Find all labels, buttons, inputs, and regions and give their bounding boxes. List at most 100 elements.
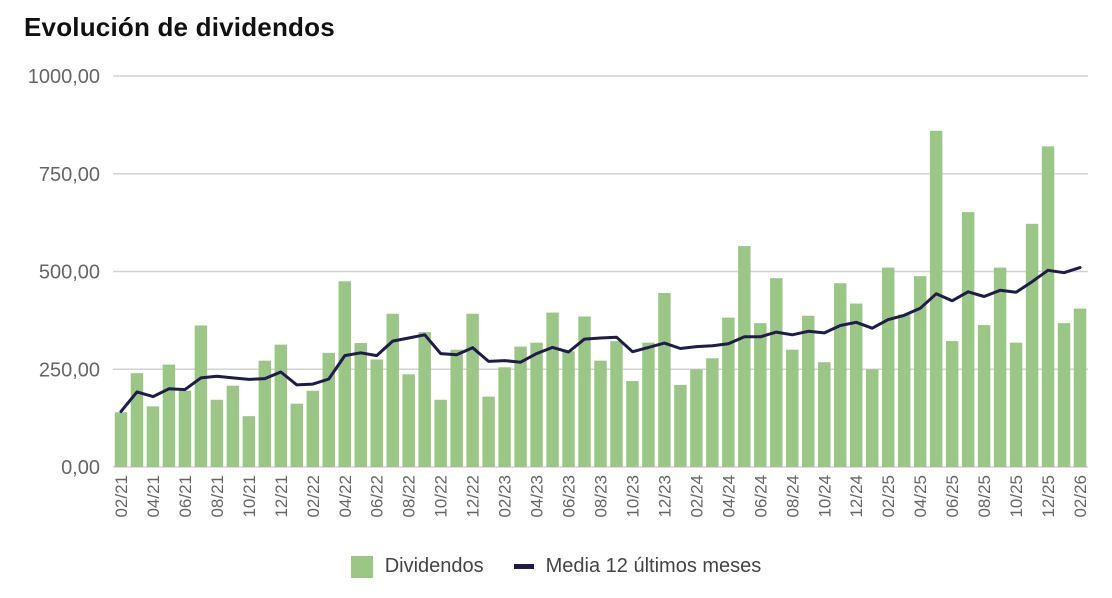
bar-dividendos — [690, 369, 703, 467]
x-tick-label: 08/24 — [783, 475, 802, 518]
x-tick-label: 12/22 — [464, 475, 483, 518]
x-tick-label: 04/22 — [336, 475, 355, 518]
legend-item-dividendos: Dividendos — [350, 555, 484, 578]
x-tick-label: 02/22 — [304, 475, 323, 518]
y-tick-label: 1000,00 — [28, 66, 100, 88]
x-tick-label: 02/23 — [496, 475, 515, 518]
bar-dividendos — [130, 373, 144, 467]
bar-dividendos — [354, 343, 367, 467]
bar-dividendos — [722, 317, 735, 467]
bar-dividendos — [626, 380, 639, 467]
x-tick-label: 08/22 — [400, 475, 419, 518]
bar-dividendos — [514, 346, 527, 467]
x-tick-label: 10/22 — [432, 475, 451, 518]
x-tick-label: 08/25 — [975, 475, 994, 518]
bar-dividendos — [178, 390, 192, 467]
x-tick-label: 10/25 — [1007, 475, 1026, 518]
bar-dividendos — [674, 384, 687, 467]
bar-dividendos — [961, 212, 975, 467]
x-tick-label: 04/25 — [911, 475, 930, 518]
bar-dividendos — [402, 374, 415, 467]
bar-dividendos — [754, 323, 767, 467]
x-tick-label: 06/21 — [176, 475, 195, 518]
x-tick-label: 12/21 — [272, 475, 291, 518]
x-tick-label: 02/25 — [879, 475, 898, 518]
bar-dividendos — [1057, 323, 1071, 467]
bar-dividendos — [546, 312, 559, 467]
bar-dividendos — [786, 349, 799, 467]
bar-dividendos — [338, 281, 351, 467]
bar-dividendos — [418, 332, 431, 467]
bar-dividendos — [114, 412, 128, 467]
bar-dividendos — [929, 130, 943, 468]
bar-dividendos — [642, 342, 655, 467]
bar-dividendos — [1041, 146, 1055, 467]
bar-dividendos — [706, 358, 719, 467]
legend-item-media: Media 12 últimos meses — [513, 555, 762, 578]
bar-dividendos — [530, 342, 543, 467]
bar-dividendos — [1009, 342, 1023, 467]
x-tick-label: 06/23 — [560, 475, 579, 518]
bar-dividendos — [881, 267, 895, 467]
bar-dividendos — [578, 316, 591, 467]
bar-dividendos — [146, 406, 160, 467]
x-tick-label: 04/21 — [144, 475, 163, 518]
x-tick-label: 08/21 — [208, 475, 227, 518]
x-tick-label: 12/25 — [1039, 475, 1058, 518]
y-tick-label: 500,00 — [39, 262, 100, 284]
bar-dividendos — [562, 351, 575, 467]
y-tick-label: 750,00 — [39, 164, 100, 186]
bar-dividendos — [434, 399, 447, 467]
x-tick-label: 10/23 — [623, 475, 642, 518]
bar-dividendos — [322, 352, 336, 467]
x-tick-label: 06/24 — [751, 475, 770, 518]
bar-dividendos — [834, 283, 847, 467]
legend-swatch-line — [513, 564, 534, 569]
bar-dividendos — [306, 390, 320, 467]
bar-dividendos — [977, 325, 991, 467]
bar-dividendos — [818, 362, 831, 467]
bar-dividendos — [194, 325, 208, 467]
legend-label-dividendos: Dividendos — [384, 555, 484, 577]
x-tick-label: 02/24 — [687, 475, 706, 518]
y-tick-label: 0,00 — [61, 457, 100, 479]
x-tick-label: 12/23 — [655, 475, 674, 518]
x-tick-label: 10/21 — [240, 475, 259, 518]
bar-dividendos — [386, 313, 399, 467]
legend-label-media: Media 12 últimos meses — [545, 555, 762, 577]
x-tick-label: 06/25 — [943, 475, 962, 518]
bar-dividendos — [802, 315, 815, 467]
line-media-12-meses — [119, 266, 1082, 413]
x-tick-label: 06/22 — [368, 475, 387, 518]
bar-dividendos — [290, 403, 304, 467]
x-tick-label: 02/21 — [112, 475, 131, 518]
chart-title: Evolución de dividendos — [24, 12, 335, 42]
bar-dividendos — [482, 396, 495, 467]
bar-dividendos — [945, 341, 959, 467]
bar-dividendos — [242, 416, 256, 467]
bar-dividendos — [162, 364, 176, 467]
bar-dividendos — [466, 313, 479, 467]
x-tick-label: 02/26 — [1071, 475, 1090, 518]
bar-dividendos — [913, 276, 927, 467]
bar-dividendos — [658, 293, 671, 467]
bar-dividendos — [594, 360, 607, 467]
bar-dividendos — [770, 278, 783, 467]
legend-swatch-bar — [350, 555, 373, 578]
bar-dividendos — [1025, 223, 1039, 467]
x-tick-label: 04/23 — [528, 475, 547, 518]
bar-dividendos — [370, 359, 383, 467]
bar-dividendos — [210, 399, 224, 467]
bar-dividendos — [274, 344, 288, 467]
bar-dividendos — [610, 341, 623, 467]
bar-dividendos — [258, 360, 272, 467]
x-tick-label: 12/24 — [847, 475, 866, 518]
x-tick-label: 04/24 — [719, 475, 738, 518]
bar-dividendos — [850, 303, 863, 467]
bar-dividendos — [897, 314, 911, 467]
bar-dividendos — [226, 385, 240, 467]
x-tick-label: 08/23 — [592, 475, 611, 518]
bar-dividendos — [865, 369, 879, 467]
x-tick-label: 10/24 — [815, 475, 834, 518]
